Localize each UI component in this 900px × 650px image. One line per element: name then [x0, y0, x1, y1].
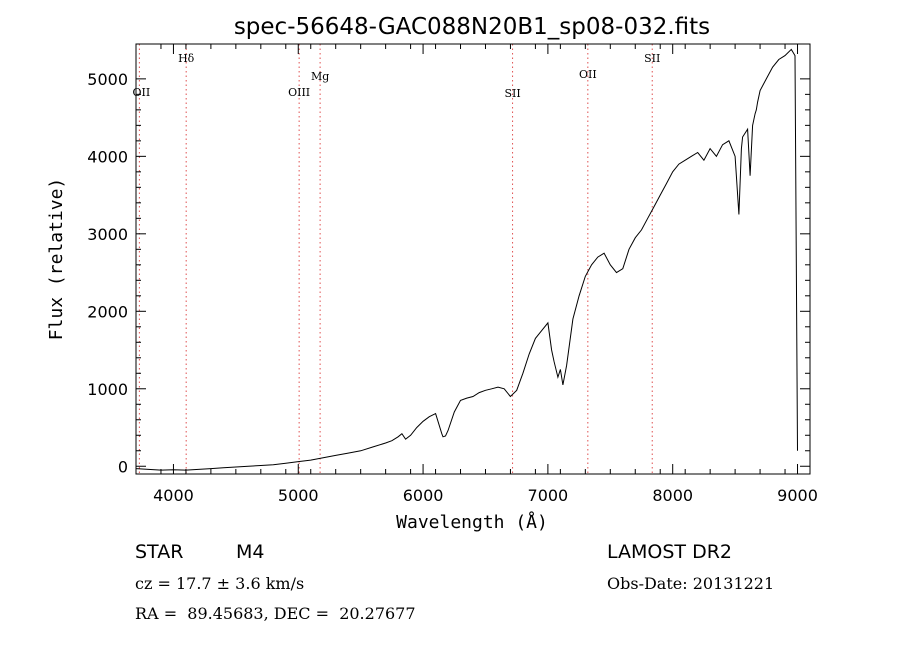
x-tick-label: 8000 [652, 486, 693, 505]
x-tick-label: 5000 [278, 486, 319, 505]
y-tick-label: 4000 [87, 147, 128, 166]
plot-frame [135, 43, 811, 475]
line-marker-label: Mg [311, 70, 329, 83]
spectrum-chart: spec-56648-GAC088N20B1_sp08-032.fits OII… [46, 14, 818, 533]
observation-date: Obs-Date: 20131221 [607, 574, 775, 593]
chart-title: spec-56648-GAC088N20B1_sp08-032.fits [234, 14, 710, 40]
line-marker-label: Hδ [178, 52, 195, 65]
y-tick-label: 3000 [87, 225, 128, 244]
x-tick-label: 9000 [777, 486, 818, 505]
y-axis-label: Flux (relative) [46, 178, 67, 341]
x-tick-label: 6000 [403, 486, 444, 505]
line-marker-label: SII [644, 52, 660, 65]
y-tick-label: 5000 [87, 70, 128, 89]
survey-name: LAMOST DR2 [607, 541, 732, 563]
x-tick-label: 4000 [153, 486, 194, 505]
line-marker-label: OII [133, 86, 151, 99]
ra-dec: RA = 89.45683, DEC = 20.27677 [135, 604, 416, 623]
line-marker-label: SII [504, 87, 520, 100]
y-tick-label: 0 [118, 457, 128, 476]
x-tick-label: 7000 [528, 486, 569, 505]
object-subclass: M4 [236, 541, 265, 563]
spectrum-line [135, 48, 798, 471]
y-tick-label: 1000 [87, 380, 128, 399]
axis-ticks: 4000 5000 6000 7000 8000 9000 0 1000 2000 3000 400… [87, 44, 818, 505]
object-class: STAR [135, 541, 184, 563]
x-axis-label: Wavelength (Å) [396, 511, 548, 533]
line-marker-label: OIII [288, 86, 310, 99]
y-tick-label: 2000 [87, 302, 128, 321]
line-marker-label: OII [579, 68, 597, 81]
redshift-cz: cz = 17.7 ± 3.6 km/s [135, 574, 305, 593]
